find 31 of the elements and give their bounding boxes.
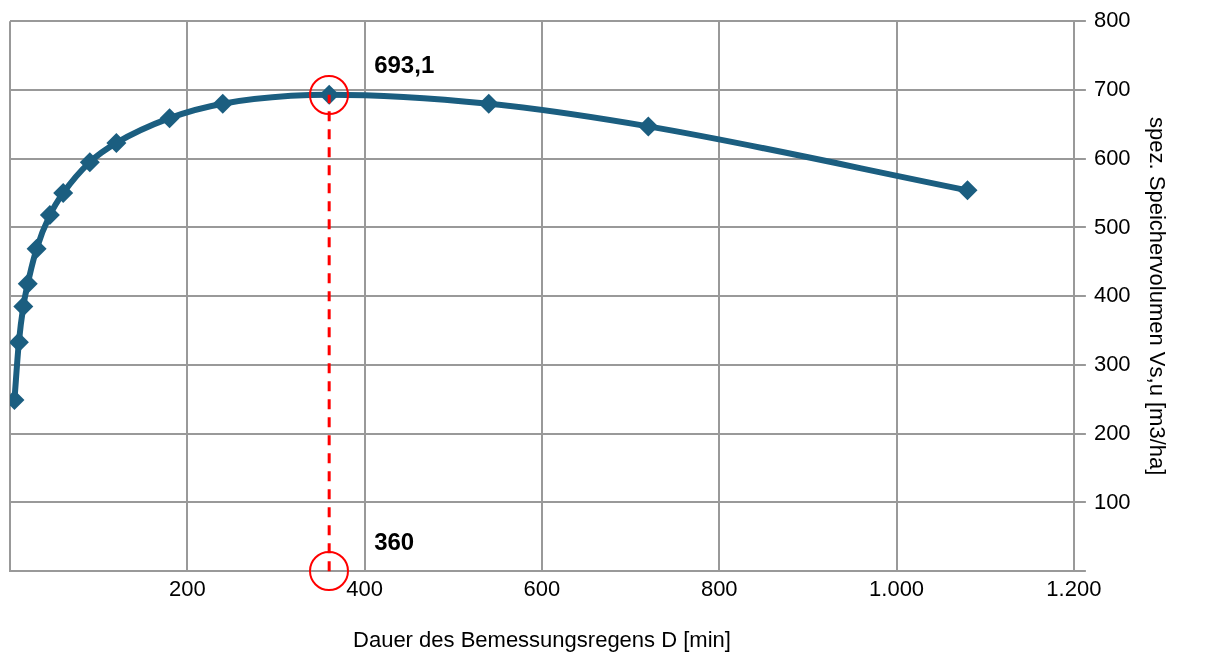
y-tick-label: 800 xyxy=(1093,7,1131,33)
y-tick-label: 400 xyxy=(1093,282,1131,308)
x-axis-title: Dauer des Bemessungsregens D [min] xyxy=(353,626,731,652)
point xyxy=(53,183,74,204)
annotation: 693,1 xyxy=(374,51,435,79)
point xyxy=(17,273,38,294)
x-tick-label: 200 xyxy=(168,576,206,602)
point xyxy=(39,205,60,226)
point xyxy=(26,238,47,259)
point xyxy=(79,152,100,173)
point xyxy=(957,180,978,201)
y-tick-label: 300 xyxy=(1093,351,1131,377)
point xyxy=(212,93,233,114)
x-tick-label: 1.200 xyxy=(1046,576,1102,602)
y-tick-label: 200 xyxy=(1093,419,1131,445)
y-tick-label: 500 xyxy=(1093,213,1131,239)
point xyxy=(159,108,180,129)
y-tick-label: 700 xyxy=(1093,76,1131,102)
x-tick-label: 800 xyxy=(700,576,738,602)
x-tick-label: 400 xyxy=(346,576,383,602)
x-tick-label: 1.000 xyxy=(869,576,925,602)
point xyxy=(13,296,34,317)
x-tick-label: 600 xyxy=(523,576,561,602)
y-tick-label: 100 xyxy=(1093,488,1131,514)
y-tick-label: 600 xyxy=(1093,144,1131,170)
point xyxy=(106,132,127,153)
point xyxy=(10,332,29,353)
point xyxy=(638,116,659,137)
ref-line-label: 360 xyxy=(374,527,415,555)
point xyxy=(478,93,499,114)
y-axis-title: spez. Speichervolumen Vs,u [m3/ha] xyxy=(1144,117,1170,476)
